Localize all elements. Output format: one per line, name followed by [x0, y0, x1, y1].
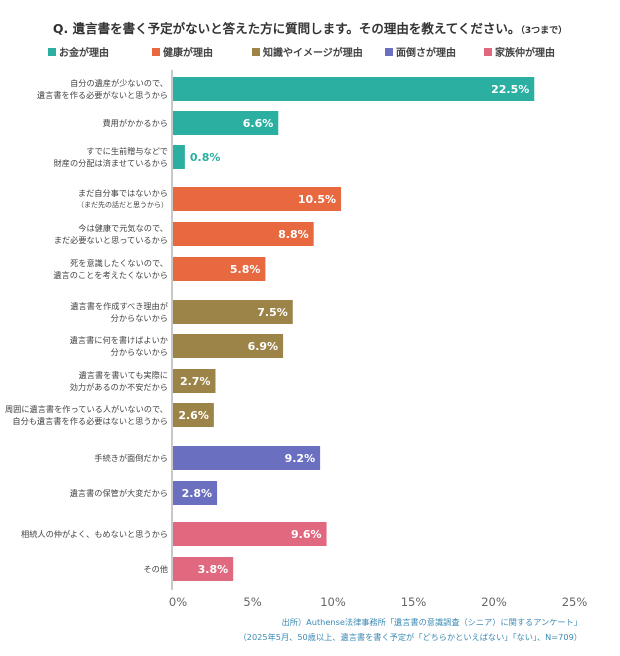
x-tick-label: 5%: [243, 595, 261, 609]
legend-label: 知識やイメージが理由: [263, 48, 363, 59]
category-label: 遺言書を作成すべき理由が分からないから: [70, 300, 168, 324]
data-label: 10.5%: [298, 193, 336, 206]
source-line-2: （2025年5月、50歳以上、遺言書を書く予定が「どちらかといえばない」「ない」…: [238, 632, 582, 642]
category-label-line: 遺言書に何を書けばよいか: [69, 335, 168, 345]
category-label-line: その他: [143, 564, 168, 574]
bar: [172, 145, 185, 169]
title-note: （3つまで）: [520, 26, 568, 36]
data-label: 2.8%: [182, 487, 213, 500]
category-label-line: 自分も遺言書を作る必要はないと思うから: [12, 416, 168, 426]
category-label: すでに生前贈与などで財産の分配は済ませているから: [54, 145, 168, 169]
bar: [172, 369, 216, 393]
legend-label: 健康が理由: [163, 48, 213, 59]
source-line-1: 出所）Authense法律事務所「遺言書の意識調査（シニア）に関するアンケート」: [281, 617, 582, 627]
category-label-line: 効力があるのか不安だから: [69, 382, 168, 392]
category-label-line: 遺言書を書いても実際に: [78, 370, 168, 380]
x-tick-label: 20%: [481, 595, 507, 609]
category-label-line: 遺言書を作成すべき理由が: [70, 301, 168, 311]
x-tick-label: 25%: [562, 595, 588, 609]
category-label-line: 自分の遺産が少ないので、: [70, 78, 168, 88]
bar: [172, 557, 234, 581]
category-label: 手続きが面倒だから: [94, 452, 168, 464]
category-label-line: 相続人の仲がよく、もめないと思うから: [21, 529, 168, 539]
bar: [172, 300, 293, 324]
category-label-line: 遺言のことを考えたくないから: [53, 270, 168, 280]
category-label: 自分の遺産が少ないので、遺言書を作る必要がないと思うから: [37, 77, 168, 101]
data-label: 0.8%: [190, 151, 221, 164]
category-label: 周囲に遺言書を作っている人がいないので、自分も遺言書を作る必要はないと思うから: [5, 403, 168, 427]
data-label: 8.8%: [278, 228, 309, 241]
category-label-line: 費用がかかるから: [102, 118, 168, 128]
category-label-line: 分からないから: [110, 347, 168, 357]
bar: [172, 187, 342, 211]
category-label-line: 遺言書を作る必要がないと思うから: [36, 90, 168, 100]
data-label: 6.6%: [243, 117, 274, 130]
category-label-line: 周囲に遺言書を作っている人がいないので、: [4, 404, 168, 414]
category-label: その他: [143, 563, 168, 575]
legend-label: お金が理由: [59, 48, 109, 59]
chart-title: Q. 遺言書を書く予定がないと答えた方に質問します。その理由を教えてください。（…: [0, 18, 620, 37]
title-text: Q. 遺言書を書く予定がないと答えた方に質問します。その理由を教えてください。: [52, 21, 521, 36]
category-label-line: まだ必要ないと思っているから: [53, 235, 168, 245]
x-tick-label: 10%: [320, 595, 346, 609]
data-label: 9.6%: [291, 528, 322, 541]
category-label-line: 財産の分配は済ませているから: [53, 158, 168, 168]
bar: [172, 481, 218, 505]
bar: [172, 446, 321, 470]
data-label: 7.5%: [257, 306, 288, 319]
data-label: 3.8%: [198, 563, 229, 576]
category-label-line: 死を意識したくないので、: [70, 258, 168, 268]
category-label-line: 今は健康で元気なので、: [78, 223, 168, 233]
bar: [172, 522, 327, 546]
data-label: 6.9%: [248, 340, 279, 353]
legend-swatch: [48, 47, 56, 56]
category-label-line: まだ自分事ではないから: [77, 188, 168, 198]
legend-swatch: [484, 47, 492, 56]
category-label: 遺言書を書いても実際に効力があるのか不安だから: [70, 369, 168, 393]
category-label: 今は健康で元気なので、まだ必要ないと思っているから: [54, 222, 168, 246]
bar: [172, 222, 314, 246]
category-label: 遺言書の保管が大変だから: [70, 487, 168, 499]
category-label: 死を意識したくないので、遺言のことを考えたくないから: [53, 257, 168, 281]
x-tick-label: 0%: [169, 595, 187, 609]
bar: [172, 403, 214, 427]
category-label: まだ自分事ではないから （まだ先の話だと思うから）: [77, 187, 168, 211]
category-label: 相続人の仲がよく、もめないと思うから: [21, 528, 168, 540]
legend-item: お金が理由: [48, 44, 109, 59]
legend-item: 家族仲が理由: [484, 44, 555, 59]
category-label-line: 手続きが面倒だから: [94, 453, 168, 463]
category-label-line: （まだ先の話だと思うから）: [77, 201, 168, 209]
data-label: 2.6%: [178, 409, 209, 422]
bar: [172, 77, 535, 101]
data-label: 22.5%: [491, 83, 529, 96]
legend-item: 知識やイメージが理由: [252, 44, 363, 59]
category-label-line: 分からないから: [110, 313, 168, 323]
data-label: 2.7%: [180, 375, 211, 388]
legend-swatch: [152, 47, 160, 56]
legend-label: 面倒さが理由: [396, 48, 456, 59]
legend-swatch: [252, 47, 260, 56]
bar: [172, 334, 284, 358]
bar: [172, 257, 266, 281]
category-label-line: 遺言書の保管が大変だから: [69, 488, 168, 498]
data-label: 9.2%: [285, 452, 316, 465]
legend-item: 面倒さが理由: [385, 44, 456, 59]
legend-label: 家族仲が理由: [495, 48, 555, 59]
legend-item: 健康が理由: [152, 44, 213, 59]
category-label: 遺言書に何を書けばよいか分からないから: [70, 334, 168, 358]
x-tick-label: 15%: [401, 595, 427, 609]
data-label: 5.8%: [230, 263, 261, 276]
legend-swatch: [385, 47, 393, 56]
category-label: 費用がかかるから: [102, 117, 168, 129]
bar: [172, 111, 279, 135]
category-label-line: すでに生前贈与などで: [86, 146, 168, 156]
